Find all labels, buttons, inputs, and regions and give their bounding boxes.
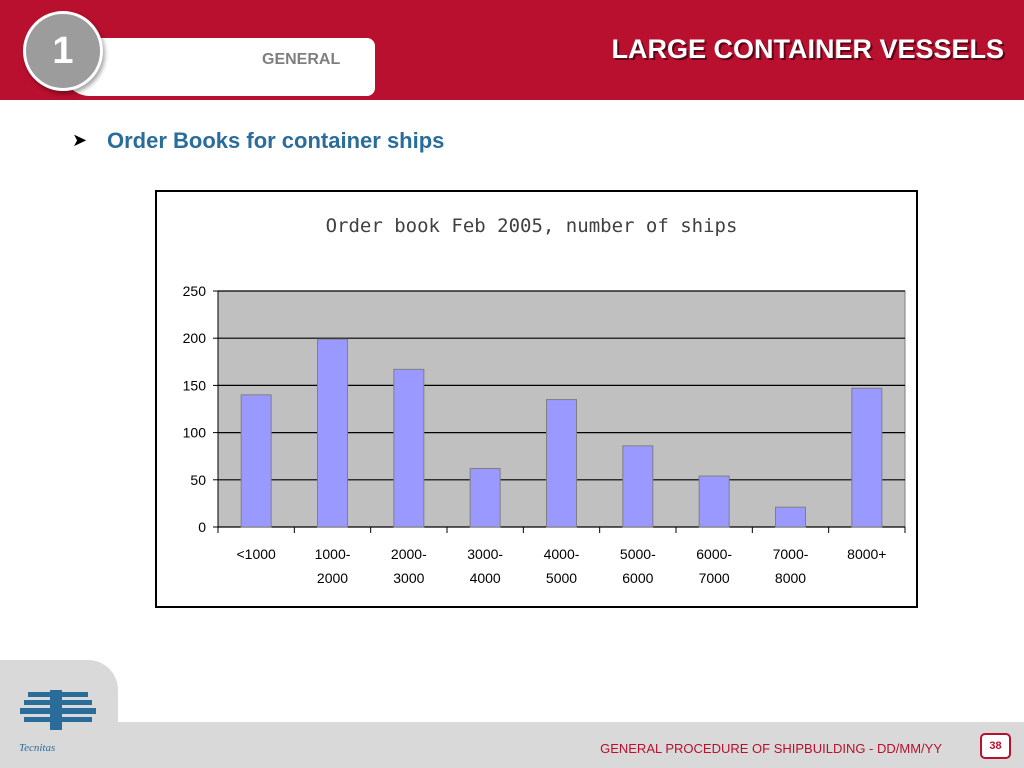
bar-5000-6000 [622, 445, 654, 528]
section-label: GENERAL [262, 51, 341, 68]
y-tick-label: 0 [198, 519, 206, 535]
slide-subtitle: Order Books for container ships [107, 128, 445, 153]
bar-8000+ [851, 387, 883, 528]
y-tick-label: 100 [183, 425, 207, 441]
bar-chart: Order book Feb 2005, number of ships 0 50 1… [183, 215, 906, 586]
footer-bar [0, 722, 1024, 768]
x-tick-label: 8000+ [847, 546, 886, 562]
logo-text: Tecnitas [19, 742, 56, 754]
x-tick-label: 5000 [546, 570, 577, 586]
x-tick-label: 4000- [544, 546, 580, 562]
x-tick-label: 8000 [775, 570, 806, 586]
x-tick-label: <1000 [237, 546, 277, 562]
x-tick-label: 1000- [315, 546, 351, 562]
section-number-badge: 1 [23, 11, 103, 91]
x-tick-label: 2000- [391, 546, 427, 562]
x-tick-label: 6000- [696, 546, 732, 562]
bar-7000-8000 [775, 506, 806, 528]
bar-4000-5000 [546, 399, 577, 528]
y-tick-label: 250 [183, 283, 207, 299]
chart-container: Order book Feb 2005, number of ships 0 50 1… [155, 190, 918, 608]
page-number: 38 [980, 733, 1011, 759]
x-tick-label: 4000 [470, 570, 501, 586]
x-tick-label: 2000 [317, 570, 348, 586]
arrow-bullet-icon: ➤ [72, 130, 88, 150]
x-tick-label: 7000 [699, 570, 730, 586]
slide-title: LARGE CONTAINER VESSELS [611, 34, 1004, 64]
tecnitas-logo-icon [20, 690, 96, 730]
chart-title: Order book Feb 2005, number of ships [326, 215, 738, 237]
bar-6000-7000 [698, 475, 730, 528]
x-tick-label: 3000 [393, 570, 424, 586]
x-tick-label: 6000 [622, 570, 653, 586]
footer-text: GENERAL PROCEDURE OF SHIPBUILDING - DD/M… [600, 741, 942, 756]
bar-3000-4000 [469, 467, 501, 528]
x-tick-label: 3000- [467, 546, 503, 562]
bar-1000-2000 [317, 338, 348, 528]
y-tick-label: 150 [183, 377, 207, 393]
x-tick-label: 7000- [773, 546, 809, 562]
bar-2000-3000 [393, 368, 425, 528]
bar-<1000 [240, 394, 272, 528]
section-number: 1 [52, 30, 74, 72]
x-tick-label: 5000- [620, 546, 656, 562]
section-tab [62, 38, 375, 96]
y-tick-label: 200 [183, 330, 207, 346]
y-tick-label: 50 [190, 472, 206, 488]
